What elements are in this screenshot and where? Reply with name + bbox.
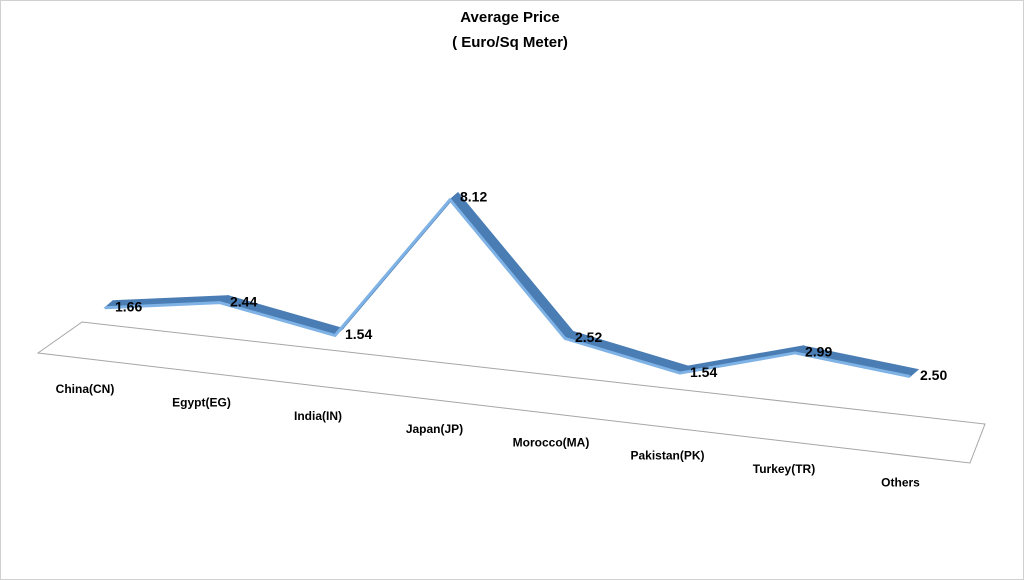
x-tick-label: Morocco(MA) bbox=[513, 435, 590, 449]
x-tick-label: India(IN) bbox=[294, 409, 342, 423]
value-label: 2.50 bbox=[920, 367, 947, 383]
value-label: 1.54 bbox=[690, 364, 717, 380]
chart-title: Average Price bbox=[460, 9, 560, 26]
value-label: 8.12 bbox=[460, 188, 487, 204]
line bbox=[104, 198, 911, 378]
x-tick-label: Egypt(EG) bbox=[172, 395, 231, 409]
x-tick-label: Japan(JP) bbox=[406, 422, 463, 436]
value-label: 2.44 bbox=[230, 293, 257, 309]
floor bbox=[36, 321, 986, 464]
x-tick-label: Pakistan(PK) bbox=[630, 449, 704, 463]
value-label: 2.99 bbox=[805, 344, 832, 360]
x-tick-label: Others bbox=[881, 475, 920, 489]
value-label: 1.66 bbox=[115, 298, 142, 314]
x-tick-label: Turkey(TR) bbox=[753, 462, 815, 476]
x-tick-label: China(CN) bbox=[56, 382, 115, 396]
value-label: 1.54 bbox=[345, 326, 372, 342]
value-label: 2.52 bbox=[575, 329, 602, 345]
chart-subtitle: ( Euro/Sq Meter) bbox=[452, 34, 568, 51]
